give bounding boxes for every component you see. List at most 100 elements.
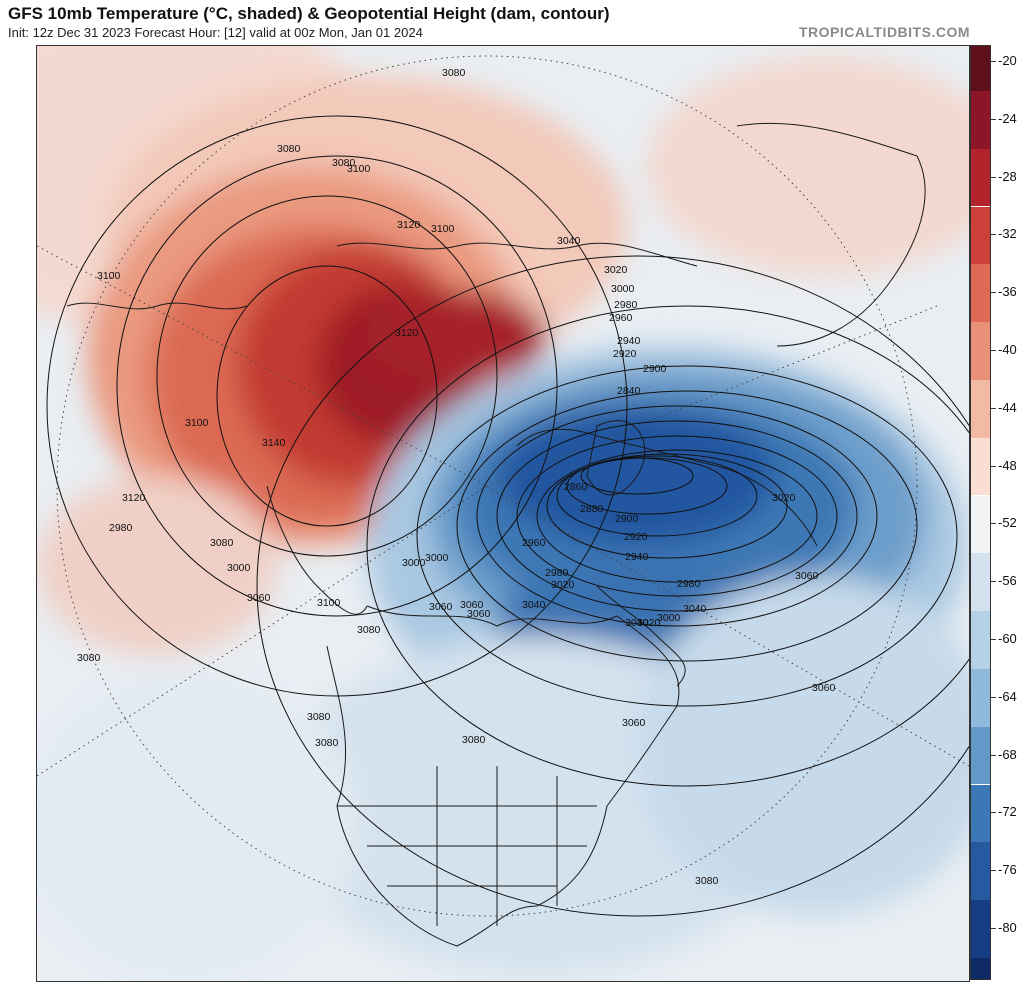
contour-label: 3060	[622, 717, 646, 729]
chart-subtitle: Init: 12z Dec 31 2023 Forecast Hour: [12…	[8, 25, 423, 40]
colorbar-tick	[991, 581, 996, 583]
colorbar-tick	[991, 928, 996, 929]
colorbar-tick	[991, 61, 996, 62]
contour-label: 3100	[347, 163, 371, 175]
contour-label: 3020	[772, 492, 796, 504]
contour-label: 3100	[431, 223, 455, 235]
contour-label: 3060	[467, 608, 491, 620]
colorbar-segment	[971, 90, 990, 149]
contour-label: 3080	[307, 711, 331, 723]
contour-label: 3080	[442, 67, 466, 79]
contour-label: 3060	[812, 682, 836, 694]
colorbar-segment	[971, 495, 990, 554]
contour-label: 2860	[564, 481, 588, 493]
contour-label: 2880	[580, 503, 604, 515]
colorbar-segment	[971, 842, 990, 901]
contour-label: 3000	[402, 557, 426, 569]
colorbar-segment	[971, 437, 990, 496]
colorbar-tick	[991, 523, 996, 525]
colorbar-tick	[991, 176, 996, 178]
colorbar-tick	[991, 696, 996, 698]
colorbar-label: -68	[998, 746, 1017, 762]
contour-label: 3140	[262, 437, 286, 449]
colorbar-segment	[971, 900, 990, 958]
colorbar-label: -48	[998, 457, 1017, 473]
colorbar-label: -76	[998, 862, 1017, 878]
colorbar-segment	[971, 668, 990, 727]
colorbar-segment	[971, 264, 990, 323]
contour-label: 2980	[677, 578, 701, 590]
colorbar-label: -64	[998, 688, 1017, 704]
contour-label: 3040	[557, 235, 581, 247]
colorbar-label: -24	[998, 110, 1017, 126]
contour-label: 3020	[604, 264, 628, 276]
colorbar-tick	[991, 870, 996, 872]
colorbar-segment	[971, 726, 990, 785]
contour-label: 2940	[625, 551, 649, 563]
contour-label: 3000	[425, 552, 449, 564]
colorbar-segment	[971, 322, 990, 380]
colorbar-label: -72	[998, 804, 1017, 820]
colorbar-segment	[971, 784, 990, 843]
contour-label: 3120	[397, 219, 421, 231]
colorbar-label: -40	[998, 342, 1017, 357]
colorbar-tick	[991, 754, 996, 756]
contour-label: 3000	[611, 283, 635, 295]
contour-label: 2940	[617, 335, 641, 347]
contour-label: 2920	[613, 348, 637, 360]
colorbar-label: -44	[998, 399, 1017, 415]
contour-label: 3100	[97, 270, 121, 282]
contour-label: 3040	[683, 603, 707, 615]
contour-label: 3080	[210, 537, 234, 549]
colorbar-tick	[991, 118, 996, 120]
contour-label: 3120	[122, 492, 146, 504]
contour-label: 2900	[643, 363, 667, 375]
colorbar-tick	[991, 407, 996, 409]
temperature-colorbar	[970, 45, 991, 980]
colorbar-label: -28	[998, 168, 1017, 184]
contour-label: 3120	[395, 327, 419, 339]
colorbar-label: -32	[998, 226, 1017, 242]
contour-label: 3020	[551, 579, 575, 591]
colorbar-label: -52	[998, 515, 1017, 531]
colorbar-segment	[971, 148, 990, 207]
contour-label: 3080	[277, 143, 301, 155]
contour-label: 2920	[624, 531, 648, 543]
brand-watermark: TROPICALTIDBITS.COM	[798, 24, 970, 40]
colorbar-tick	[991, 639, 996, 640]
colorbar-tick	[991, 812, 996, 814]
colorbar-tick	[991, 292, 996, 294]
contour-label: 3080	[77, 652, 101, 664]
contour-label: 2900	[615, 513, 639, 525]
contour-label: 3060	[460, 599, 484, 611]
contour-label: 3040	[625, 617, 649, 629]
contour-label: 3080	[462, 734, 486, 746]
contour-label: 2980	[614, 299, 638, 311]
colorbar-label: -36	[998, 284, 1017, 300]
contour-label: 3080	[695, 875, 719, 887]
graticule	[37, 55, 969, 917]
colorbar-segment	[971, 206, 990, 265]
contour-label: 2980	[545, 567, 569, 579]
colorbar-label: -56	[998, 573, 1017, 589]
map-panel: 3080 3100 3120 3080 3100 3120 3140 3060 3040 3020…	[36, 45, 970, 982]
colorbar-segment	[971, 46, 990, 91]
contour-label: 3060	[795, 570, 819, 582]
colorbar-segment	[971, 611, 990, 669]
contour-label: 2960	[609, 312, 633, 324]
contour-label: 2960	[522, 537, 546, 549]
contour-label: 3060	[247, 592, 271, 604]
temperature-shading	[37, 46, 969, 981]
contour-label: 3100	[185, 417, 209, 429]
contour-label: 2980	[109, 522, 133, 534]
colorbar-segment	[971, 379, 990, 438]
contour-label: 3020	[637, 617, 661, 629]
contour-label: 3060	[429, 601, 453, 613]
chart-title: GFS 10mb Temperature (°C, shaded) & Geop…	[8, 4, 610, 23]
colorbar-segment	[971, 957, 990, 979]
contour-label: 3000	[227, 562, 251, 574]
colorbar-tick	[991, 234, 996, 236]
contour-label: 3100	[317, 597, 341, 609]
polar-map: 3080310031203080310031203140306030403020…	[37, 46, 969, 981]
colorbar-tick	[991, 465, 996, 467]
